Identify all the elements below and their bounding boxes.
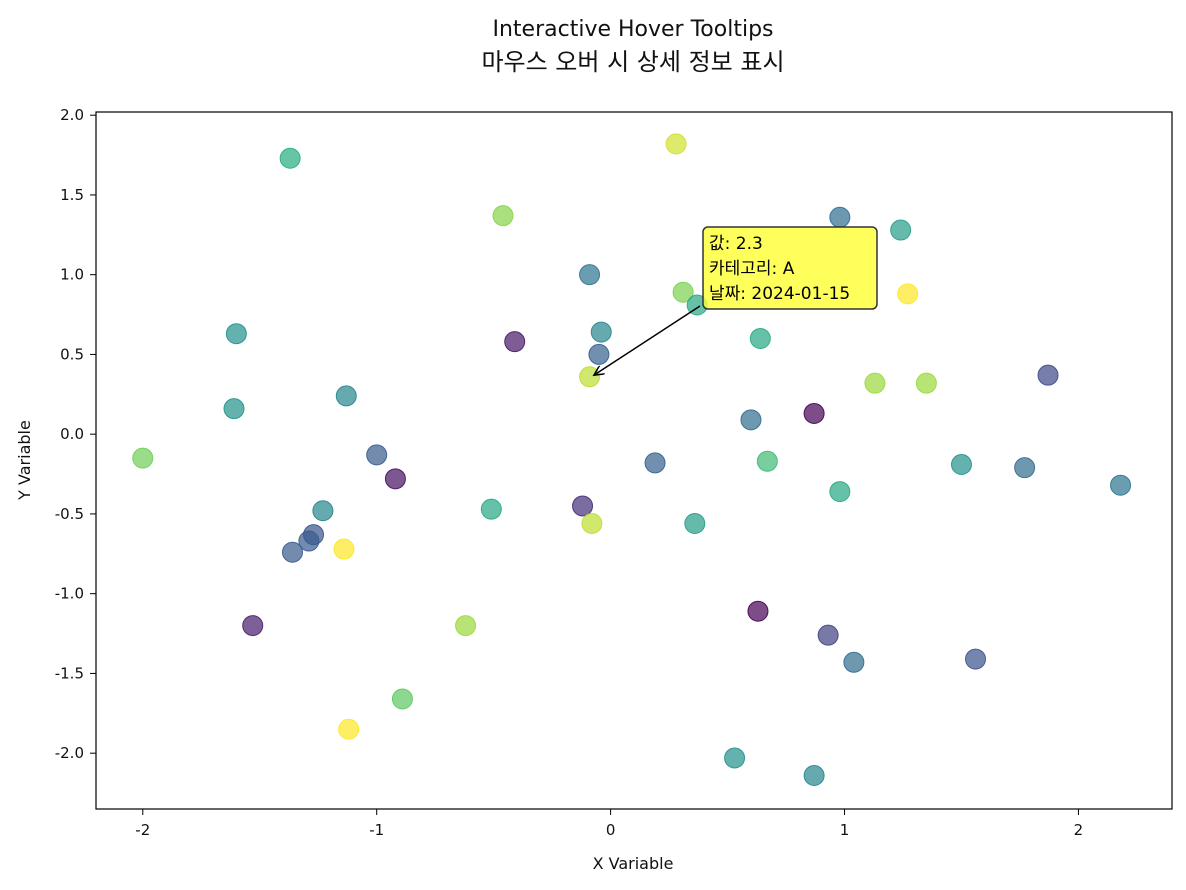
- data-point[interactable]: [455, 615, 477, 637]
- data-point[interactable]: [749, 327, 771, 349]
- data-point[interactable]: [1110, 474, 1132, 496]
- y-tick-label: 1.0: [60, 266, 84, 284]
- data-point[interactable]: [672, 281, 694, 303]
- x-axis: -2 -1 0 1 2: [135, 809, 1083, 839]
- x-tick-label: -2: [135, 821, 150, 839]
- data-point[interactable]: [281, 541, 303, 563]
- data-point[interactable]: [1037, 364, 1059, 386]
- data-point[interactable]: [644, 452, 666, 474]
- y-axis: 2.0 1.5 1.0 0.5 0.0 -0.5 -1.0 -1.5 -2.0: [55, 106, 96, 762]
- y-tick-label: 2.0: [60, 106, 84, 124]
- tooltip-line-value: 값: 2.3: [709, 234, 763, 254]
- tooltip-arrow: [594, 305, 701, 375]
- data-point[interactable]: [803, 402, 825, 424]
- y-tick-label: -2.0: [55, 744, 84, 762]
- data-point[interactable]: [724, 747, 746, 769]
- chart-title: Interactive Hover Tooltips: [493, 17, 774, 42]
- data-point[interactable]: [740, 409, 762, 431]
- y-tick-label: 1.5: [60, 186, 84, 204]
- data-point[interactable]: [950, 453, 972, 475]
- data-point[interactable]: [829, 206, 851, 228]
- data-point[interactable]: [298, 530, 320, 552]
- data-point[interactable]: [864, 372, 886, 394]
- data-point[interactable]: [579, 264, 601, 286]
- data-point[interactable]: [480, 498, 502, 520]
- hover-tooltip: 값: 2.3 카테고리: A 날짜: 2024-01-15: [594, 226, 878, 375]
- x-tick-label: 2: [1074, 821, 1084, 839]
- tooltip-box: [702, 226, 878, 310]
- data-point[interactable]: [223, 398, 245, 420]
- data-point[interactable]: [665, 133, 687, 155]
- y-tick-label: 0.5: [60, 345, 84, 363]
- y-tick-label: 0.0: [60, 425, 84, 443]
- x-tick-label: -1: [369, 821, 384, 839]
- data-point[interactable]: [581, 513, 603, 535]
- y-tick-label: -1.5: [55, 664, 84, 682]
- data-point[interactable]: [843, 651, 865, 673]
- data-point[interactable]: [897, 283, 919, 305]
- data-point[interactable]: [590, 321, 612, 343]
- data-point[interactable]: [684, 513, 706, 535]
- x-tick-label: 0: [606, 821, 616, 839]
- data-point[interactable]: [225, 323, 247, 345]
- tooltip-line-date: 날짜: 2024-01-15: [709, 284, 850, 304]
- data-point[interactable]: [279, 147, 301, 169]
- data-point[interactable]: [588, 343, 610, 365]
- chart-subtitle: 마우스 오버 시 상세 정보 표시: [481, 48, 784, 76]
- plot-frame: [95, 111, 1173, 810]
- data-point[interactable]: [504, 331, 526, 353]
- data-point[interactable]: [333, 538, 355, 560]
- data-point[interactable]: [312, 500, 334, 522]
- data-point[interactable]: [366, 444, 388, 466]
- data-point[interactable]: [242, 615, 264, 637]
- data-point[interactable]: [572, 495, 594, 517]
- y-tick-label: -0.5: [55, 505, 84, 523]
- tooltip-line-category: 카테고리: A: [709, 259, 795, 279]
- data-point[interactable]: [579, 366, 601, 388]
- data-point[interactable]: [756, 450, 778, 472]
- x-tick-label: 1: [840, 821, 850, 839]
- data-point[interactable]: [1014, 457, 1036, 479]
- data-point[interactable]: [747, 600, 769, 622]
- data-point[interactable]: [915, 372, 937, 394]
- data-points: [132, 133, 1132, 787]
- data-point[interactable]: [391, 688, 413, 710]
- data-point[interactable]: [384, 468, 406, 490]
- y-axis-label: Y Variable: [15, 420, 34, 501]
- data-point[interactable]: [817, 624, 839, 646]
- data-point[interactable]: [965, 648, 987, 670]
- data-point[interactable]: [132, 447, 154, 469]
- data-point[interactable]: [890, 219, 912, 241]
- data-point[interactable]: [829, 481, 851, 503]
- data-point[interactable]: [492, 205, 514, 227]
- data-point[interactable]: [335, 385, 357, 407]
- data-point[interactable]: [803, 765, 825, 787]
- x-axis-label: X Variable: [593, 854, 674, 873]
- data-point[interactable]: [338, 718, 360, 740]
- y-tick-label: -1.0: [55, 585, 84, 603]
